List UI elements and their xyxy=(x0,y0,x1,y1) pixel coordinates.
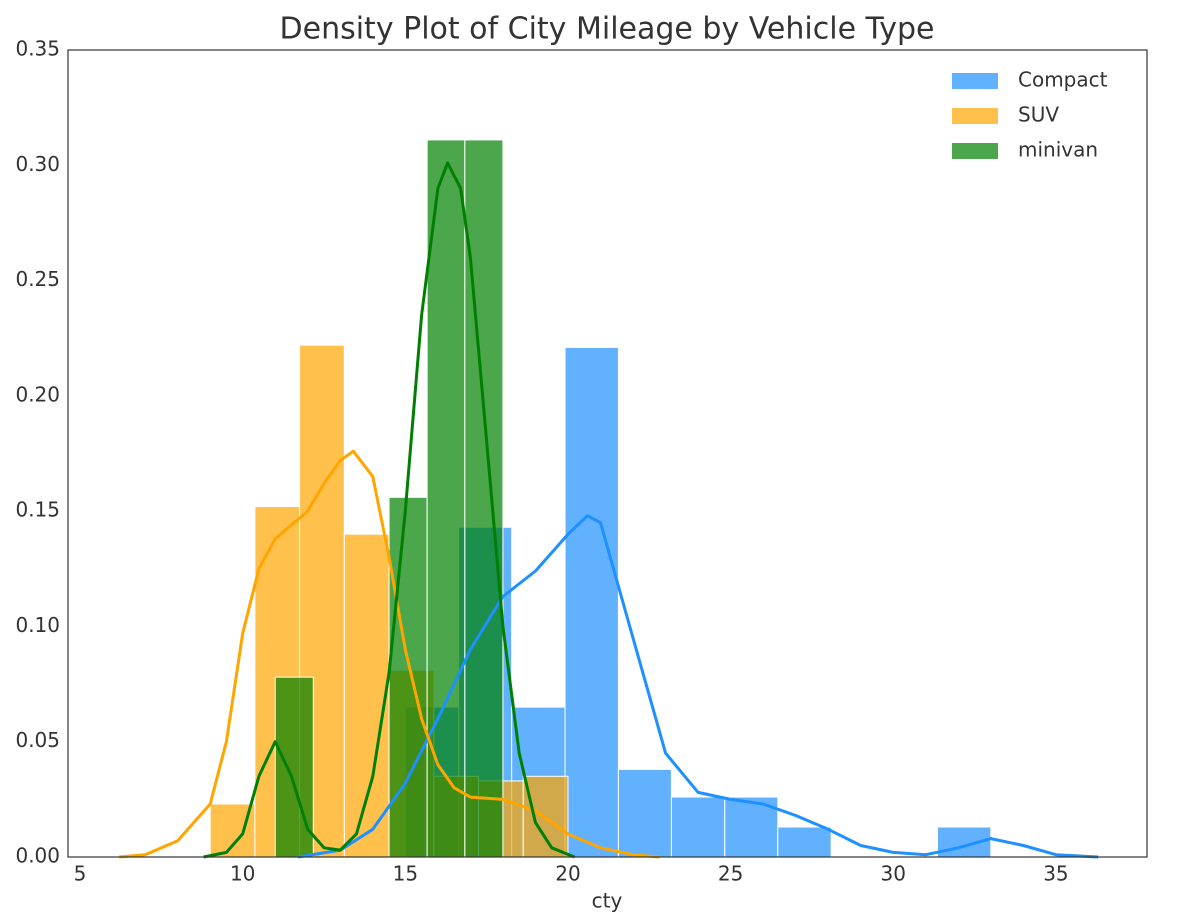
y-tick-label: 0.10 xyxy=(15,613,60,637)
histogram-bar xyxy=(777,826,832,858)
histogram-bar xyxy=(343,533,390,858)
chart-title: Density Plot of City Mileage by Vehicle … xyxy=(280,12,935,47)
legend-label: minivan xyxy=(1018,138,1098,162)
plot-frame xyxy=(67,49,1148,858)
legend-label: SUV xyxy=(1018,103,1059,127)
histogram-bar xyxy=(670,796,726,858)
x-tick-label: 30 xyxy=(881,862,906,886)
legend-label: Compact xyxy=(1018,68,1108,92)
y-tick-label: 0.15 xyxy=(15,498,60,522)
histogram-bar xyxy=(464,139,504,858)
histogram-bar xyxy=(388,496,428,858)
histogram-bar xyxy=(299,344,345,858)
x-tick-label: 25 xyxy=(718,862,743,886)
histogram-bar xyxy=(426,139,466,858)
histogram-bar xyxy=(564,346,619,858)
y-tick-label: 0.30 xyxy=(15,152,60,176)
x-axis-label: cty xyxy=(592,889,623,913)
kde-line xyxy=(297,514,1099,859)
y-tick-label: 0.00 xyxy=(15,844,60,868)
y-tick-label: 0.35 xyxy=(15,37,60,61)
histogram-bar xyxy=(617,768,672,858)
y-tick-label: 0.05 xyxy=(15,728,60,752)
y-tick-label: 0.25 xyxy=(15,267,60,291)
x-tick-label: 15 xyxy=(393,862,418,886)
legend-swatch xyxy=(952,73,998,89)
x-tick-label: 10 xyxy=(230,862,255,886)
legend-swatch xyxy=(952,108,998,124)
y-tick-label: 0.20 xyxy=(15,382,60,406)
x-tick-label: 35 xyxy=(1043,862,1068,886)
kde-line xyxy=(203,161,576,859)
legend-swatch xyxy=(952,143,998,159)
kde-line xyxy=(118,449,660,859)
x-tick-label: 20 xyxy=(555,862,580,886)
x-tick-label: 5 xyxy=(74,862,87,886)
